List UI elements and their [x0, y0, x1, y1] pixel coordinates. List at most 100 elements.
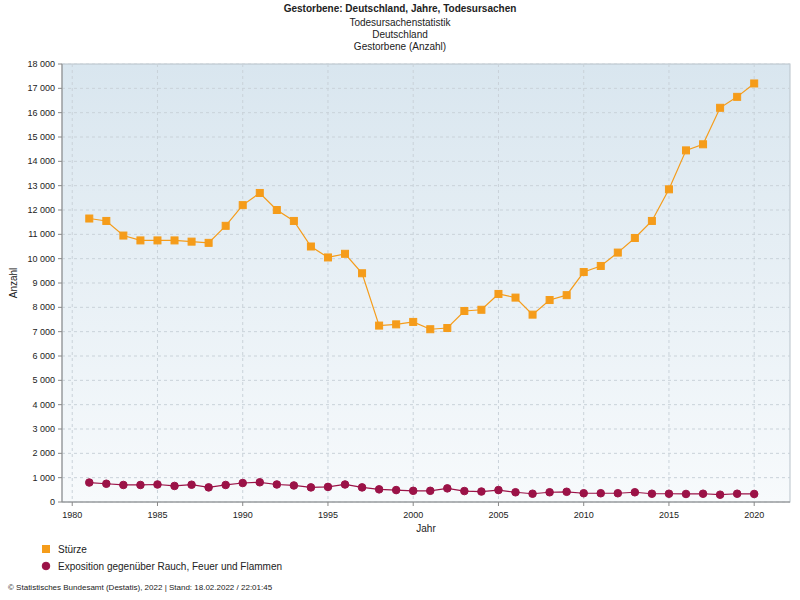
series-marker [563, 488, 571, 496]
y-tick [58, 404, 62, 405]
series-marker [426, 487, 434, 495]
x-tick [413, 502, 414, 506]
y-tick [58, 234, 62, 235]
series-marker [631, 234, 638, 241]
series-marker [188, 481, 196, 489]
series-marker [103, 217, 110, 224]
y-grid-line [62, 502, 790, 503]
series-marker [444, 485, 452, 493]
series-marker [682, 490, 690, 498]
x-grid-line [72, 64, 73, 502]
series-marker [273, 481, 281, 489]
x-tick-label: 1995 [318, 510, 338, 520]
x-tick [754, 502, 755, 506]
series-marker [376, 322, 383, 329]
series-marker [529, 490, 537, 498]
series-marker [256, 478, 264, 486]
x-grid-line [157, 64, 158, 502]
x-tick [668, 502, 669, 506]
x-tick-label: 1985 [147, 510, 167, 520]
y-tick-label: 2 000 [32, 448, 55, 458]
series-marker [461, 487, 469, 495]
y-tick-label: 5 000 [32, 375, 55, 385]
y-tick-label: 8 000 [32, 302, 55, 312]
legend-label: Exposition gegenüber Rauch, Feuer und Fl… [58, 561, 282, 572]
x-tick-label: 2000 [403, 510, 423, 520]
series-marker [103, 480, 111, 488]
series-marker [529, 311, 536, 318]
series-marker [734, 93, 741, 100]
series-marker [665, 186, 672, 193]
x-tick-label: 2020 [744, 510, 764, 520]
series-marker [461, 307, 468, 314]
series-marker [512, 488, 520, 496]
y-grid-line [62, 356, 790, 357]
legend-label: Stürze [58, 544, 87, 555]
y-tick-label: 1 000 [32, 473, 55, 483]
series-marker [375, 486, 383, 494]
source-note: © Statistisches Bundesamt (Destatis), 20… [8, 583, 273, 592]
subtitle: Todesursachenstatistik [349, 17, 451, 28]
x-tick-label: 2010 [574, 510, 594, 520]
series-marker [171, 482, 179, 490]
series-marker [290, 482, 298, 490]
y-grid-line [62, 88, 790, 89]
x-tick [498, 502, 499, 506]
y-tick [58, 502, 62, 503]
y-grid-line [62, 429, 790, 430]
series-line [89, 83, 754, 329]
x-grid-line [754, 64, 755, 502]
series-marker [597, 489, 605, 497]
series-marker [256, 189, 263, 196]
series-marker [120, 232, 127, 239]
series-marker [700, 141, 707, 148]
series-marker [750, 490, 758, 498]
x-tick-label: 1980 [62, 510, 82, 520]
y-tick-label: 11 000 [28, 229, 55, 239]
y-tick-label: 16 000 [27, 108, 55, 118]
subtitle: Deutschland [372, 29, 428, 40]
series-marker [427, 326, 434, 333]
x-grid-line [242, 64, 243, 502]
x-grid-line [583, 64, 584, 502]
y-axis-label: Anzahl [8, 268, 19, 299]
series-marker [648, 217, 655, 224]
y-tick-label: 6 000 [32, 351, 55, 361]
series-marker [444, 325, 451, 332]
series-marker [699, 490, 707, 498]
series-marker [631, 488, 639, 496]
y-axis-line [62, 64, 63, 502]
series-marker [614, 489, 622, 497]
series-marker [359, 270, 366, 277]
x-tick [72, 502, 73, 506]
legend-marker [43, 546, 50, 553]
series-marker [580, 489, 588, 497]
legend-marker [42, 562, 50, 570]
y-grid-line [62, 331, 790, 332]
series-marker [342, 250, 349, 257]
y-tick-label: 7 000 [32, 327, 55, 337]
y-tick-label: 0 [50, 497, 55, 507]
y-tick-label: 4 000 [32, 400, 55, 410]
y-tick [58, 477, 62, 478]
x-grid-line [498, 64, 499, 502]
series-marker [341, 481, 349, 489]
subtitle: Gestorbene (Anzahl) [354, 41, 446, 52]
series-marker [137, 481, 145, 489]
y-tick [58, 356, 62, 357]
x-tick-label: 2015 [659, 510, 679, 520]
series-marker [154, 237, 161, 244]
plot-area [62, 64, 790, 502]
y-tick [58, 185, 62, 186]
x-grid-line [413, 64, 414, 502]
x-tick [327, 502, 328, 506]
series-marker [512, 294, 519, 301]
y-tick-label: 3 000 [32, 424, 55, 434]
series-marker [648, 490, 656, 498]
x-tick [157, 502, 158, 506]
y-tick-label: 9 000 [32, 278, 55, 288]
series-marker [205, 239, 212, 246]
x-axis-label: Jahr [416, 523, 436, 534]
series-marker [222, 481, 230, 489]
y-tick [58, 64, 62, 65]
